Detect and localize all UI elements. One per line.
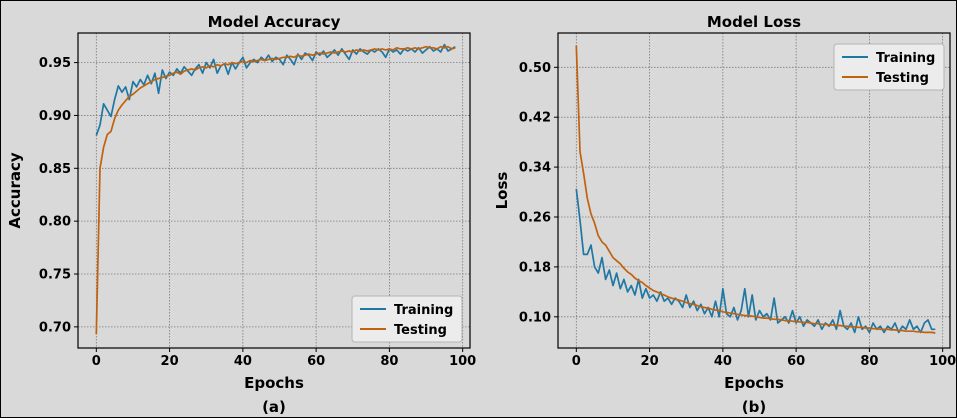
panel-label: (b) [742,398,766,416]
legend-label-testing: Testing [394,323,447,338]
x-tick-label: 0 [572,354,581,369]
series-line-training [575,188,936,334]
y-tick-label: 0.90 [39,109,71,124]
y-tick-label: 0.34 [519,161,551,176]
legend: Training Testing [833,43,945,91]
x-tick-label: 20 [641,354,659,369]
y-tick-label: 0.42 [519,111,551,126]
y-tick-label: 0.80 [39,215,71,230]
y-axis-label: Accuracy [6,152,24,228]
x-tick-label: 40 [234,354,252,369]
x-tick-label: 60 [307,354,325,369]
x-tick-label: 80 [860,354,878,369]
y-tick-label: 0.50 [519,61,551,76]
axes-frame [557,32,951,349]
x-tick-label: 60 [787,354,805,369]
y-tick-label: 0.18 [519,260,551,275]
y-tick-label: 0.10 [519,310,551,325]
x-tick-label: 100 [449,354,476,369]
legend-label-training: Training [876,51,935,66]
panel-label: (a) [262,398,286,416]
y-axis-label: Loss [493,172,511,210]
x-tick-label: 40 [714,354,732,369]
chart-title: Model Loss [707,13,801,31]
legend-box [351,295,463,343]
y-tick-label: 0.70 [39,320,71,335]
y-tick-label: 0.26 [519,211,551,226]
axes-frame [77,32,471,349]
legend: Training Testing [351,295,463,343]
legend-box [833,43,945,91]
x-axis-label: Epochs [724,374,784,392]
legend-label-testing: Testing [876,71,929,86]
x-tick-label: 0 [92,354,101,369]
x-axis-label: Epochs [244,374,304,392]
chart-panel-accuracy: 0 20 40 60 80 100 0.70 0.75 0.80 0.85 0.90 0.95 Mode… [6,13,476,416]
series-line-testing [575,45,936,334]
series-line-testing [95,45,456,335]
legend-label-training: Training [394,303,453,318]
y-tick-label: 0.75 [39,268,71,283]
x-tick-label: 100 [929,354,956,369]
chart-title: Model Accuracy [208,13,341,31]
chart-panel-loss: 0 20 40 60 80 100 0.10 0.18 0.26 0.34 0.42 0.50 Mode… [493,13,956,416]
x-tick-label: 80 [380,354,398,369]
y-tick-label: 0.95 [39,56,71,71]
x-tick-label: 20 [161,354,179,369]
y-tick-label: 0.85 [39,162,71,177]
